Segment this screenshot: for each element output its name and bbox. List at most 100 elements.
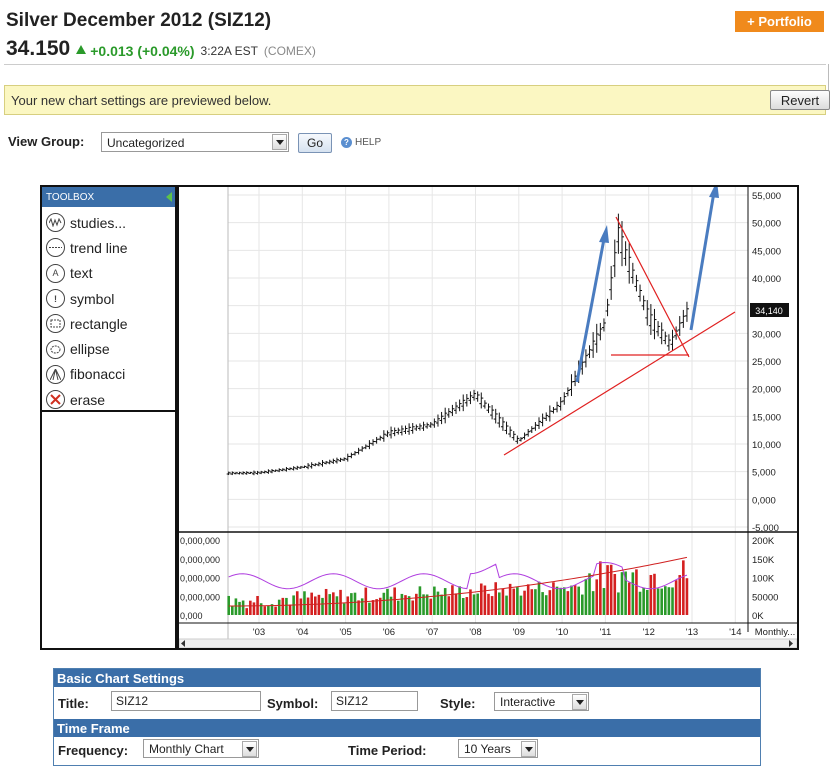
volume-bar (411, 600, 415, 615)
volume-bar (238, 601, 241, 615)
volume-bar (649, 574, 653, 615)
volume-bar (512, 588, 516, 615)
volume-bar (566, 591, 570, 615)
volume-tick-right: 200K (752, 536, 775, 547)
volume-bar (617, 592, 620, 615)
volume-bar (609, 564, 613, 615)
volume-bar (270, 604, 274, 615)
title-label: Title: (58, 696, 89, 711)
volume-bar (306, 597, 310, 615)
symbol-input[interactable]: SIZ12 (331, 691, 418, 711)
go-button[interactable]: Go (298, 133, 332, 153)
volume-bar (544, 595, 548, 615)
volume-bar (534, 589, 537, 615)
volume-bar (483, 585, 487, 615)
volume-bar (501, 588, 505, 615)
support-trend-line (503, 311, 736, 456)
toolbox-item-text[interactable]: A text (42, 261, 175, 286)
style-select[interactable]: Interactive (494, 692, 589, 711)
volume-bar (490, 596, 494, 615)
volume-bar (613, 573, 617, 615)
chevron-down-icon[interactable] (572, 694, 587, 710)
volume-bar (393, 587, 396, 615)
view-group-select[interactable]: Uncategorized (101, 132, 289, 152)
chevron-down-icon[interactable] (272, 134, 287, 150)
fibonacci-icon (46, 364, 65, 384)
rectangle-icon (46, 314, 65, 334)
volume-bar (335, 596, 339, 615)
toolbox-item-fibonacci[interactable]: fibonacci (42, 362, 175, 387)
x-axis: '03 '04 '05 '06 '07 '08 '09 '10 '11 '12 '13 '14 Mont… (253, 627, 795, 638)
volume-bar (339, 589, 342, 615)
volume-bar (375, 599, 378, 615)
toolbox-item-erase[interactable]: erase (42, 387, 175, 412)
quote-time: 3:22A EST (200, 44, 258, 58)
help-link[interactable]: ? HELP (341, 137, 381, 148)
style-label: Style: (440, 696, 476, 711)
toolbox-header[interactable]: TOOLBOX (42, 187, 175, 207)
volume-bar (288, 604, 292, 615)
volume-bar (498, 592, 501, 615)
symbol-label: Symbol: (267, 696, 319, 711)
volume-bar (317, 594, 321, 615)
volume-bar (429, 598, 433, 615)
volume-bar (494, 582, 498, 615)
volume-tick-right: 100K (752, 574, 775, 585)
chart-grid (228, 187, 748, 623)
x-tick-label: Monthly... (755, 627, 795, 638)
time-period-select[interactable]: 10 Years (458, 739, 538, 758)
volume-bar (555, 586, 559, 615)
frequency-select[interactable]: Monthly Chart (143, 739, 259, 758)
volume-bar (422, 594, 425, 615)
arrow-head-right (709, 187, 719, 198)
volume-bar (360, 598, 364, 615)
volume-bar (259, 603, 263, 615)
volume-bar (461, 597, 465, 615)
volume-bar (577, 586, 580, 615)
volume-average-line (228, 556, 688, 607)
collapse-arrow-icon[interactable] (166, 192, 172, 202)
chart-scrollbar[interactable] (179, 638, 797, 648)
toolbox-item-symbol[interactable]: ! symbol (42, 286, 175, 311)
toolbox-item-label: studies... (70, 214, 127, 231)
volume-bar (295, 591, 299, 615)
volume-bar (581, 594, 584, 615)
volume-bar (321, 597, 324, 615)
volume-tick-right: 50000 (752, 592, 778, 603)
volume-tick-right: 0K (752, 611, 764, 622)
chart-canvas: 55,00050,00045,00040,00035,00030,00025,0… (179, 187, 797, 648)
toolbox-item-rectangle[interactable]: rectangle (42, 311, 175, 336)
volume-bar (277, 599, 281, 615)
revert-button[interactable]: Revert (770, 90, 830, 110)
open-interest-line (228, 562, 688, 590)
price-tick-label: 15,000 (752, 412, 781, 423)
help-icon: ? (341, 137, 352, 148)
volume-bar (249, 600, 252, 615)
toolbox-item-label: text (70, 265, 93, 282)
toolbox-item-label: fibonacci (70, 366, 126, 383)
volume-bar (382, 592, 386, 615)
volume-bar (227, 595, 230, 615)
volume-bar (350, 593, 353, 615)
toolbox-item-studies[interactable]: studies... (42, 210, 175, 235)
notice-text: Your new chart settings are previewed be… (11, 93, 272, 108)
volume-bar (436, 591, 440, 615)
current-price-label: 34,140 (755, 306, 783, 316)
add-portfolio-button[interactable]: + Portfolio (735, 11, 824, 32)
price-chart[interactable]: 55,00050,00045,00040,00035,00030,00025,0… (177, 185, 799, 650)
volume-bar (602, 588, 606, 615)
chevron-down-icon[interactable] (242, 741, 257, 757)
toolbox-item-ellipse[interactable]: ellipse (42, 336, 175, 361)
volume-bar (519, 595, 523, 615)
toolbox-item-trend-line[interactable]: trend line (42, 235, 175, 260)
chevron-down-icon[interactable] (521, 741, 536, 757)
title-input[interactable]: SIZ12 (111, 691, 261, 711)
volume-bar (562, 587, 566, 615)
volume-bar (342, 603, 346, 615)
volume-tick-left: 0,000 (180, 611, 203, 621)
volume-bar (465, 597, 469, 615)
volume-bar (346, 596, 350, 615)
price-tick-label: 0,000 (752, 495, 776, 506)
time-period-label: Time Period: (348, 743, 427, 758)
volume-bar (234, 598, 238, 615)
